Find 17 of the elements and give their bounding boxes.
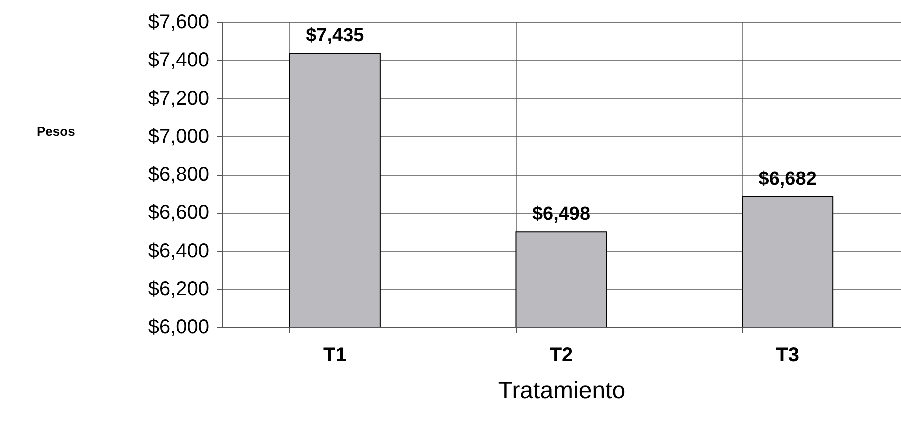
x-axis-title: Tratamiento — [498, 378, 626, 404]
data-label: $6,498 — [532, 204, 591, 226]
y-tick-label: $6,000 — [148, 316, 210, 338]
y-tick-label: $6,400 — [148, 240, 210, 262]
data-label: $7,435 — [306, 25, 365, 46]
x-tick-label: T3 — [776, 344, 800, 366]
y-tick-label: $7,600 — [148, 12, 210, 34]
y-tick-label: $6,800 — [148, 164, 210, 186]
data-label: $6,682 — [758, 168, 817, 190]
y-tick-label: $6,600 — [148, 202, 210, 224]
y-tick-label: $6,200 — [148, 278, 210, 300]
y-tick-label: $7,200 — [148, 88, 210, 110]
y-tick-label: $7,400 — [148, 50, 210, 72]
x-tick-label: T1 — [323, 344, 347, 366]
y-tick-label: $7,000 — [148, 126, 210, 148]
text: Pesos — [37, 124, 76, 139]
x-tick-label: T2 — [550, 344, 574, 366]
